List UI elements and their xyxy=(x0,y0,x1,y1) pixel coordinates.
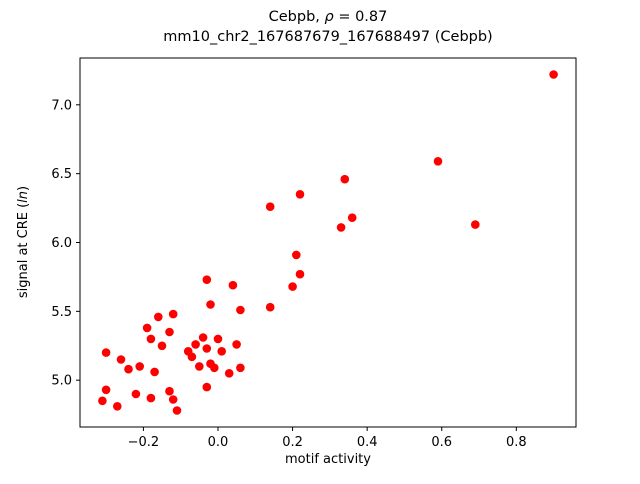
y-tick-label: 6.0 xyxy=(51,236,72,251)
title-rho-value: = 0.87 xyxy=(334,9,388,25)
x-tick-label: 0.2 xyxy=(282,435,303,450)
data-point xyxy=(165,327,174,337)
data-point xyxy=(340,174,350,184)
x-axis-ticks: −0.2 0.0 0.2 0.4 0.6 0.8 xyxy=(128,427,527,450)
title-text: Cebpb, xyxy=(269,9,325,25)
data-point xyxy=(165,386,174,396)
data-point xyxy=(135,362,144,371)
x-tick-label: 0.6 xyxy=(431,435,452,450)
y-axis-label: signal at CRE (ln) xyxy=(16,186,31,298)
data-point xyxy=(113,402,122,411)
y-tick-label: 5.0 xyxy=(51,374,72,389)
title-rho-symbol: ρ xyxy=(325,9,335,25)
y-axis-label-suffix: ) xyxy=(16,186,31,191)
data-point xyxy=(295,269,305,279)
data-point xyxy=(168,309,178,319)
y-tick-label: 6.5 xyxy=(51,167,72,182)
data-point xyxy=(116,355,126,364)
data-point xyxy=(172,406,182,415)
x-tick-label: 0.4 xyxy=(357,435,378,450)
data-point xyxy=(202,275,212,285)
data-point xyxy=(217,347,226,356)
data-point xyxy=(471,220,480,229)
data-point xyxy=(150,367,159,377)
x-tick-label: 0.8 xyxy=(506,435,527,450)
data-point xyxy=(232,340,241,349)
data-point xyxy=(236,363,245,373)
data-point xyxy=(265,202,275,211)
data-point xyxy=(202,344,212,353)
data-point xyxy=(213,334,223,344)
x-axis-label: motif activity xyxy=(285,452,371,467)
data-point xyxy=(101,385,111,395)
chart-title-line2: mm10_chr2_167687679_167688497 (Cebpb) xyxy=(163,29,492,45)
data-point xyxy=(157,341,167,351)
data-point xyxy=(124,364,133,374)
data-point xyxy=(206,300,215,309)
data-point xyxy=(198,333,208,342)
x-tick-label: −0.2 xyxy=(128,435,160,450)
y-tick-label: 5.5 xyxy=(51,305,72,320)
data-point xyxy=(265,302,275,312)
data-point xyxy=(154,312,163,322)
scatter-points xyxy=(98,70,558,415)
data-point xyxy=(549,70,558,79)
data-point xyxy=(433,157,443,166)
data-point xyxy=(195,362,204,371)
y-axis-label-ln: ln xyxy=(16,191,31,203)
chart-title-line1: Cebpb, ρ = 0.87 xyxy=(269,9,388,25)
data-point xyxy=(224,369,234,378)
y-axis-ticks: 5.0 5.5 6.0 6.5 7.0 xyxy=(51,98,80,389)
data-point xyxy=(187,352,197,362)
data-point xyxy=(288,282,297,291)
data-point xyxy=(228,280,238,290)
data-point xyxy=(236,305,245,315)
data-point xyxy=(295,190,305,199)
data-point xyxy=(292,250,301,260)
x-tick-label: 0.0 xyxy=(208,435,229,450)
y-axis-label-prefix: signal at CRE ( xyxy=(16,203,31,298)
data-point xyxy=(101,348,111,357)
data-point xyxy=(146,393,156,403)
data-point xyxy=(210,363,219,373)
data-point xyxy=(168,395,178,404)
data-point xyxy=(98,396,107,406)
y-tick-label: 7.0 xyxy=(51,98,72,113)
data-point xyxy=(131,389,141,399)
data-point xyxy=(202,382,212,392)
data-point xyxy=(347,213,357,222)
data-point xyxy=(336,223,346,232)
data-point xyxy=(146,334,156,344)
data-point xyxy=(142,323,152,333)
data-point xyxy=(191,340,200,349)
